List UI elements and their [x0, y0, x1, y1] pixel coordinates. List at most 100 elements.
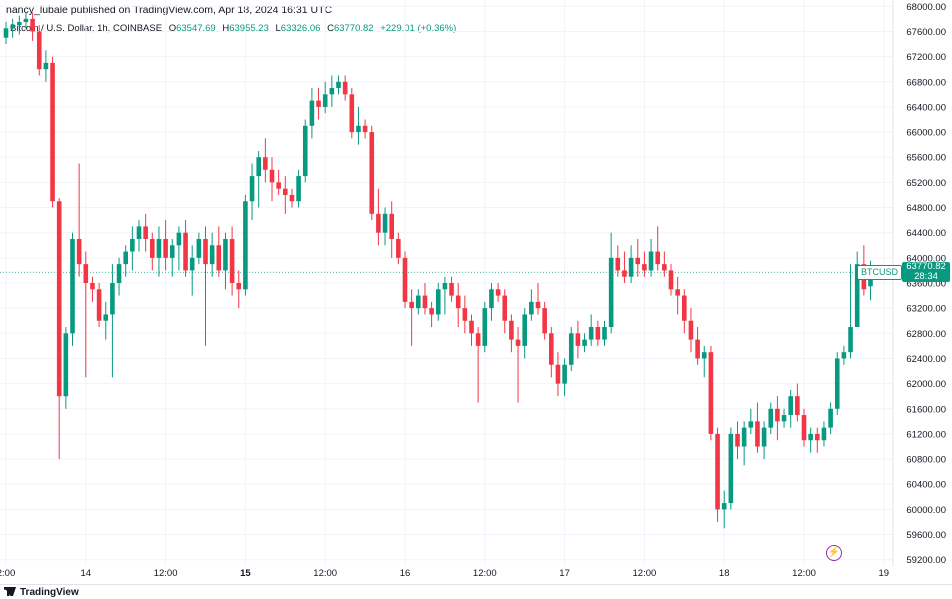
candle-body: [389, 213, 394, 239]
y-tick-label: 67600.00: [906, 27, 946, 38]
candle-body: [695, 339, 700, 359]
candle-body: [416, 295, 421, 309]
y-tick-label: 62000.00: [906, 379, 946, 390]
candle-body: [209, 245, 215, 265]
candle-body: [309, 100, 315, 126]
candle-body: [735, 433, 740, 447]
close-value: 63770.82: [333, 23, 374, 34]
candle-body: [562, 364, 567, 384]
candle-body: [529, 301, 534, 315]
low-key: L: [275, 23, 281, 34]
brand-name: TradingView: [20, 587, 79, 598]
candle-body: [269, 169, 275, 183]
y-tick-label: 64400.00: [906, 228, 946, 239]
x-tick-label: 12:00: [473, 568, 497, 579]
candle-body: [143, 226, 148, 239]
high-key: H: [222, 23, 230, 34]
candle-body: [435, 289, 441, 315]
candle-body: [728, 433, 734, 504]
candle-body: [23, 18, 29, 23]
candle-body: [110, 283, 115, 315]
candle-body: [715, 433, 720, 510]
candle-body: [522, 314, 527, 346]
candle-body: [116, 264, 122, 283]
candle-body: [755, 421, 760, 447]
candle-body: [442, 283, 448, 290]
y-tick-label: 66400.00: [906, 102, 946, 113]
candle-body: [123, 251, 128, 265]
x-tick-label: 12:00: [154, 568, 178, 579]
tradingview-logo: TradingView: [4, 587, 79, 598]
candle-body: [721, 503, 727, 510]
candle-body: [848, 327, 853, 353]
candle-body: [489, 289, 494, 309]
y-tick-label: 63600.00: [906, 279, 946, 290]
candle-countdown: 28:34: [914, 271, 938, 283]
open-value: 63547.69: [176, 23, 216, 34]
candle-body: [542, 308, 547, 334]
y-tick-label: 60400.00: [906, 480, 946, 491]
candle-body: [176, 232, 182, 246]
tradingview-logo-icon: [4, 587, 16, 596]
candle-body: [169, 245, 175, 258]
candle-body: [382, 213, 388, 233]
candle-body: [455, 295, 461, 309]
candlestick-chart[interactable]: 59200.00 59600.00 60000.00 60400.00 60800.00…: [0, 0, 952, 584]
candle-body: [808, 433, 813, 441]
y-tick-label: 62800.00: [906, 329, 946, 340]
candle-body: [356, 125, 361, 133]
candle-body: [781, 415, 787, 422]
candle-body: [815, 433, 820, 441]
candle-body: [30, 18, 35, 32]
lightning-bolt-icon[interactable]: ⚡: [826, 545, 842, 561]
candle-body: [376, 213, 381, 233]
y-tick-label: 64800.00: [906, 203, 946, 214]
x-tick-label: 12:00: [633, 568, 657, 579]
candle-body: [595, 327, 601, 340]
candle-body: [821, 427, 827, 441]
candle-body: [495, 289, 501, 296]
candle-body: [708, 352, 714, 434]
candle-body: [90, 283, 95, 290]
candle-body: [349, 94, 355, 133]
candle-body: [36, 31, 42, 70]
candle-body: [130, 238, 135, 252]
candle-body: [675, 289, 680, 296]
y-tick-label: 60800.00: [906, 455, 946, 466]
candle-body: [316, 100, 321, 107]
candle-body: [768, 408, 774, 428]
candle-body: [50, 62, 55, 202]
candle-body: [682, 295, 687, 321]
candle-body: [608, 257, 614, 328]
candle-body: [761, 427, 767, 447]
candle-body: [276, 182, 281, 189]
candle-body: [602, 327, 607, 340]
candle-body: [150, 238, 155, 258]
candle-body: [216, 245, 222, 271]
last-price-value: 63770.82: [906, 261, 946, 273]
candle-body: [701, 352, 707, 359]
candle-body: [369, 132, 375, 214]
candle-body: [615, 257, 621, 271]
candle-body: [56, 201, 62, 397]
candle-body: [515, 339, 521, 346]
candle-body: [482, 308, 488, 346]
candle-body: [156, 238, 162, 258]
candle-body: [429, 308, 434, 315]
candle-body: [3, 28, 9, 38]
y-tick-label: 64000.00: [906, 253, 946, 264]
publish-line: nancy_lubale published on TradingView.co…: [6, 4, 333, 16]
candle-body: [662, 264, 667, 271]
x-tick-label: 14: [81, 568, 92, 579]
open-key: O: [168, 23, 177, 34]
x-tick-label: 15: [240, 568, 251, 579]
x-tick-label: 17: [559, 568, 570, 579]
candle-body: [63, 333, 69, 397]
close-key: C: [327, 23, 334, 34]
candle-body: [475, 333, 481, 346]
candle-body: [535, 301, 541, 309]
candle-body: [70, 238, 75, 334]
candle-body: [163, 238, 168, 258]
candle-body: [841, 352, 847, 359]
candle-body: [834, 358, 840, 409]
